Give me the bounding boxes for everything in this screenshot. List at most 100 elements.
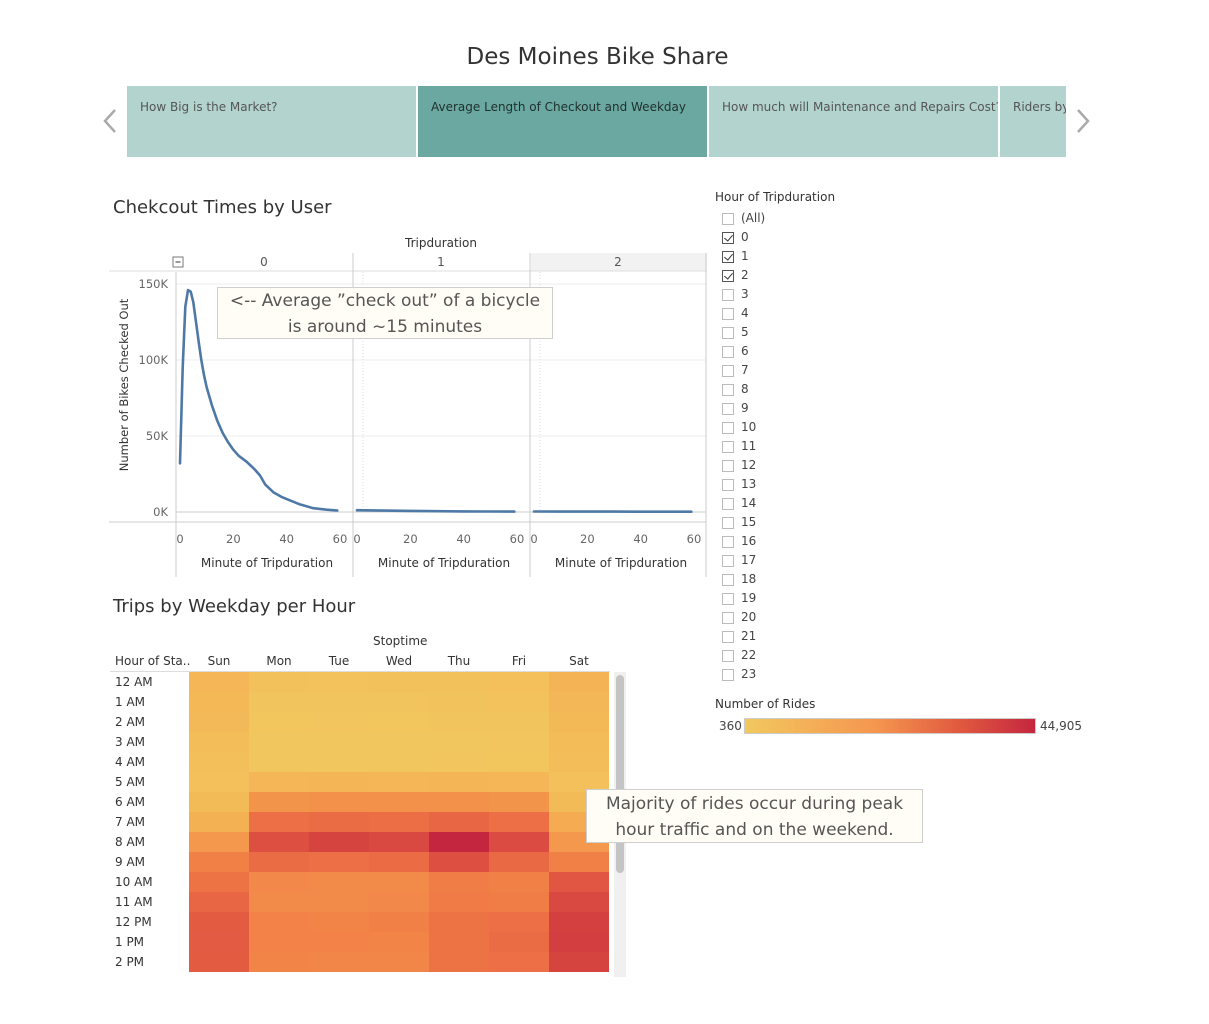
chevron-right-icon[interactable] bbox=[1068, 100, 1098, 140]
heatmap-cell[interactable] bbox=[489, 892, 549, 912]
checkbox-icon[interactable] bbox=[722, 365, 734, 377]
heatmap-cell[interactable] bbox=[549, 952, 609, 972]
heatmap-cell[interactable] bbox=[249, 752, 309, 772]
heatmap-cell[interactable] bbox=[369, 812, 429, 832]
heatmap-cell[interactable] bbox=[369, 912, 429, 932]
tab-riders-by[interactable]: Riders by bbox=[1000, 86, 1066, 157]
heatmap-cell[interactable] bbox=[249, 912, 309, 932]
heatmap-cell[interactable] bbox=[309, 812, 369, 832]
heatmap-cell[interactable] bbox=[189, 852, 249, 872]
heatmap-cell[interactable] bbox=[189, 752, 249, 772]
heatmap-cell[interactable] bbox=[249, 692, 309, 712]
heatmap-cell[interactable] bbox=[369, 932, 429, 952]
heatmap-cell[interactable] bbox=[309, 872, 369, 892]
heatmap-cell[interactable] bbox=[549, 752, 609, 772]
heatmap-cell[interactable] bbox=[189, 912, 249, 932]
checkbox-checked-icon[interactable] bbox=[722, 270, 734, 282]
heatmap-cell[interactable] bbox=[369, 672, 429, 692]
heatmap-cell[interactable] bbox=[489, 772, 549, 792]
series-line-panel-1[interactable] bbox=[355, 508, 516, 513]
heatmap-cell[interactable] bbox=[249, 892, 309, 912]
checkbox-icon[interactable] bbox=[722, 669, 734, 681]
checkbox-icon[interactable] bbox=[722, 631, 734, 643]
heatmap-cell[interactable] bbox=[489, 712, 549, 732]
heatmap-cell[interactable] bbox=[429, 732, 489, 752]
heatmap-cell[interactable] bbox=[429, 932, 489, 952]
heatmap-cell[interactable] bbox=[429, 852, 489, 872]
chevron-left-icon[interactable] bbox=[95, 100, 125, 140]
heatmap-cell[interactable] bbox=[489, 872, 549, 892]
heatmap-cell[interactable] bbox=[489, 812, 549, 832]
heatmap-cell[interactable] bbox=[429, 952, 489, 972]
heatmap-cell[interactable] bbox=[429, 812, 489, 832]
heatmap-cell[interactable] bbox=[309, 772, 369, 792]
heatmap-cell[interactable] bbox=[189, 872, 249, 892]
heatmap-cell[interactable] bbox=[549, 692, 609, 712]
heatmap-cell[interactable] bbox=[249, 732, 309, 752]
heatmap-cell[interactable] bbox=[189, 772, 249, 792]
heatmap-cell[interactable] bbox=[489, 732, 549, 752]
checkbox-icon[interactable] bbox=[722, 479, 734, 491]
tab-average-length-of-checkout[interactable]: Average Length of Checkout and Weekday bbox=[418, 86, 707, 157]
heatmap-cell[interactable] bbox=[429, 712, 489, 732]
tab-how-big-is-the-market[interactable]: How Big is the Market? bbox=[127, 86, 416, 157]
checkbox-icon[interactable] bbox=[722, 555, 734, 567]
heatmap-cell[interactable] bbox=[429, 752, 489, 772]
heatmap-cell[interactable] bbox=[309, 892, 369, 912]
checkbox-icon[interactable] bbox=[722, 403, 734, 415]
checkbox-icon[interactable] bbox=[722, 327, 734, 339]
heatmap-cell[interactable] bbox=[429, 672, 489, 692]
checkbox-icon[interactable] bbox=[722, 593, 734, 605]
heatmap-cell[interactable] bbox=[549, 672, 609, 692]
heatmap-cell[interactable] bbox=[369, 692, 429, 712]
checkbox-icon[interactable] bbox=[722, 574, 734, 586]
heatmap-cell[interactable] bbox=[309, 932, 369, 952]
heatmap-cell[interactable] bbox=[489, 832, 549, 852]
series-line-panel-0[interactable] bbox=[178, 288, 339, 512]
heatmap-cell[interactable] bbox=[309, 832, 369, 852]
heatmap-cell[interactable] bbox=[429, 872, 489, 892]
heatmap-cell[interactable] bbox=[369, 852, 429, 872]
heatmap-cell[interactable] bbox=[549, 732, 609, 752]
heatmap-cell[interactable] bbox=[369, 872, 429, 892]
checkbox-icon[interactable] bbox=[722, 650, 734, 662]
heatmap-cell[interactable] bbox=[309, 752, 369, 772]
checkbox-checked-icon[interactable] bbox=[722, 251, 734, 263]
heatmap-cell[interactable] bbox=[309, 912, 369, 932]
heatmap-cell[interactable] bbox=[189, 792, 249, 812]
checkbox-icon[interactable] bbox=[722, 517, 734, 529]
heatmap-cell[interactable] bbox=[189, 732, 249, 752]
heatmap-cell[interactable] bbox=[309, 952, 369, 972]
heatmap-cell[interactable] bbox=[249, 672, 309, 692]
heatmap-cell[interactable] bbox=[489, 672, 549, 692]
checkbox-icon[interactable] bbox=[722, 441, 734, 453]
heatmap-cell[interactable] bbox=[189, 952, 249, 972]
heatmap-cell[interactable] bbox=[189, 672, 249, 692]
heatmap-cell[interactable] bbox=[189, 932, 249, 952]
checkbox-icon[interactable] bbox=[722, 346, 734, 358]
tab-maintenance-and-repairs[interactable]: How much will Maintenance and Repairs Co… bbox=[709, 86, 998, 157]
heatmap-cell[interactable] bbox=[249, 872, 309, 892]
heatmap-cell[interactable] bbox=[429, 772, 489, 792]
heatmap-cell[interactable] bbox=[429, 912, 489, 932]
heatmap-cell[interactable] bbox=[369, 832, 429, 852]
heatmap-cell[interactable] bbox=[489, 932, 549, 952]
heatmap-cell[interactable] bbox=[249, 852, 309, 872]
checkbox-icon[interactable] bbox=[722, 308, 734, 320]
heatmap-scrollbar-thumb[interactable] bbox=[616, 675, 624, 873]
heatmap-cell[interactable] bbox=[189, 832, 249, 852]
heatmap-cell[interactable] bbox=[549, 912, 609, 932]
heatmap-cell[interactable] bbox=[249, 792, 309, 812]
heatmap-cell[interactable] bbox=[309, 712, 369, 732]
heatmap-cell[interactable] bbox=[429, 832, 489, 852]
heatmap-cell[interactable] bbox=[249, 712, 309, 732]
checkbox-icon[interactable] bbox=[722, 612, 734, 624]
heatmap-cell[interactable] bbox=[489, 852, 549, 872]
heatmap-cell[interactable] bbox=[309, 672, 369, 692]
checkout-line-chart[interactable]: Tripduration 0 1 2 0 20 40 60 0 20 40 60 0 20 40 60 1… bbox=[105, 230, 710, 580]
heatmap-cell[interactable] bbox=[249, 812, 309, 832]
heatmap-cell[interactable] bbox=[369, 712, 429, 732]
heatmap-cell[interactable] bbox=[369, 892, 429, 912]
heatmap-cell[interactable] bbox=[549, 712, 609, 732]
heatmap-cell[interactable] bbox=[249, 772, 309, 792]
